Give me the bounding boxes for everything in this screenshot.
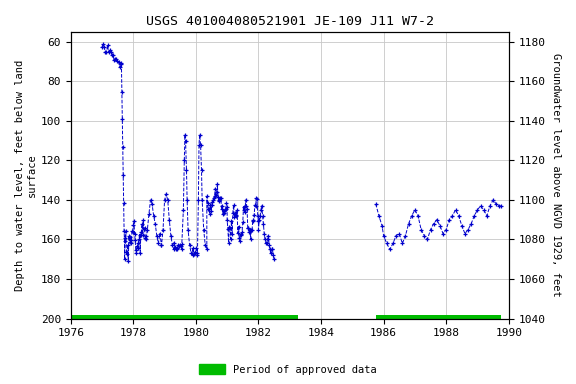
Y-axis label: Depth to water level, feet below land
surface: Depth to water level, feet below land su… (15, 60, 37, 291)
Title: USGS 401004080521901 JE-109 J11 W7-2: USGS 401004080521901 JE-109 J11 W7-2 (146, 15, 434, 28)
Y-axis label: Groundwater level above NGVD 1929, feet: Groundwater level above NGVD 1929, feet (551, 53, 561, 297)
Legend: Period of approved data: Period of approved data (195, 360, 381, 379)
